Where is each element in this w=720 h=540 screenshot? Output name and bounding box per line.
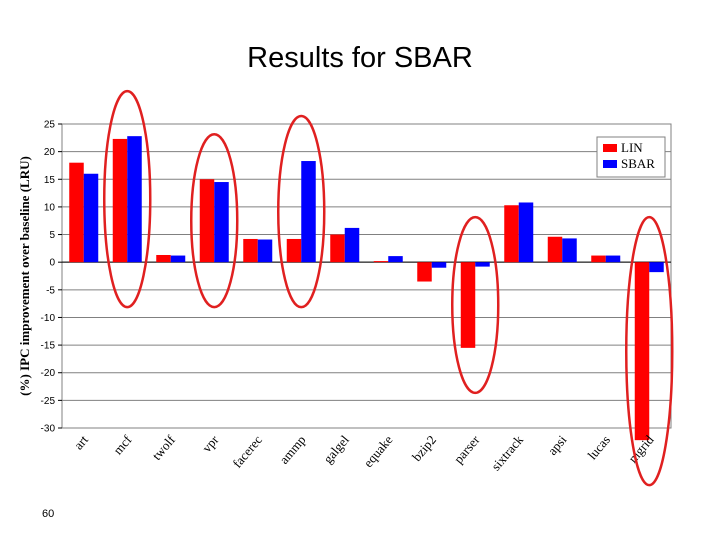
x-tick-label-bzip2: bzip2 [409, 432, 439, 464]
bar-sbar-equake [388, 256, 403, 263]
highlight-ellipse-mgrid [625, 215, 674, 487]
y-tick-label: 25 [44, 120, 56, 131]
bar-lin-parser [460, 262, 476, 348]
y-tick-label: 5 [49, 230, 55, 241]
bar-lin-equake [373, 261, 389, 263]
bar-lin-mcf [112, 138, 128, 263]
bar-sbar-parser [475, 262, 490, 267]
bar-lin-sixtrack [504, 205, 519, 263]
x-tick-label-sixtrack: sixtrack [488, 432, 526, 474]
y-tick-label: 20 [44, 147, 56, 158]
bar-sbar-mcf [127, 136, 142, 263]
bar-lin-lucas [591, 255, 606, 263]
x-tick-label-equake: equake [360, 432, 395, 470]
y-tick-label: -5 [46, 285, 55, 296]
bar-sbar-lucas [605, 255, 621, 263]
bar-lin-mgrid [634, 262, 650, 441]
y-tick-label: 15 [44, 175, 56, 186]
highlight-ellipse-vpr [190, 133, 239, 309]
legend-label-sbar: SBAR [621, 156, 655, 171]
bar-lin-apsi [547, 236, 563, 263]
bar-sbar-galgel [344, 227, 360, 263]
legend-box [596, 136, 666, 178]
legend-swatch-sbar [603, 160, 617, 168]
bar-lin-galgel [330, 234, 345, 263]
y-tick-label: 0 [49, 258, 55, 269]
bar-sbar-ammp [301, 161, 316, 263]
bar-lin-bzip2 [417, 262, 432, 282]
x-tick-label-mcf: mcf [110, 432, 135, 458]
y-tick-label: 10 [44, 202, 56, 213]
y-tick-label: -30 [41, 424, 56, 435]
x-tick-label-mgrid: mgrid [625, 432, 657, 466]
bar-sbar-vpr [214, 182, 229, 263]
plot-area [61, 123, 672, 429]
legend-swatch-lin [603, 144, 617, 152]
y-tick-label: -25 [41, 396, 56, 407]
x-tick-label-vpr: vpr [199, 432, 222, 455]
bar-lin-vpr [199, 179, 215, 263]
bar-sbar-art [83, 173, 99, 263]
bar-sbar-mgrid [649, 262, 664, 273]
x-tick-label-galgel: galgel [320, 432, 352, 466]
x-tick-label-ammp: ammp [276, 432, 308, 467]
slide-title: Results for SBAR [247, 42, 473, 74]
x-tick-label-lucas: lucas [584, 432, 613, 462]
x-tick-label-facerec: facerec [229, 432, 265, 471]
y-axis-label: (%) IPC improvement over baseline (LRU) [17, 156, 32, 396]
bar-sbar-facerec [257, 239, 273, 263]
x-tick-label-art: art [71, 432, 92, 452]
bar-sbar-apsi [562, 238, 577, 263]
y-tick-label: -20 [41, 368, 56, 379]
bar-lin-facerec [243, 238, 258, 263]
legend-label-lin: LIN [621, 140, 643, 155]
highlight-ellipse-parser [451, 215, 500, 395]
page-number: 60 [42, 508, 55, 520]
x-tick-label-parser: parser [451, 432, 483, 466]
highlight-ellipse-mcf [103, 89, 152, 309]
bar-sbar-twolf [170, 255, 186, 263]
y-tick-label: -10 [41, 313, 56, 324]
y-tick-label: -15 [41, 341, 56, 352]
highlight-ellipse-ammp [277, 114, 326, 309]
bar-lin-twolf [156, 254, 171, 263]
x-tick-label-twolf: twolf [149, 432, 179, 463]
x-tick-label-apsi: apsi [545, 432, 570, 458]
bar-lin-art [69, 162, 84, 263]
bar-sbar-sixtrack [518, 202, 534, 263]
bar-lin-ammp [286, 238, 302, 263]
bar-sbar-bzip2 [431, 262, 447, 268]
